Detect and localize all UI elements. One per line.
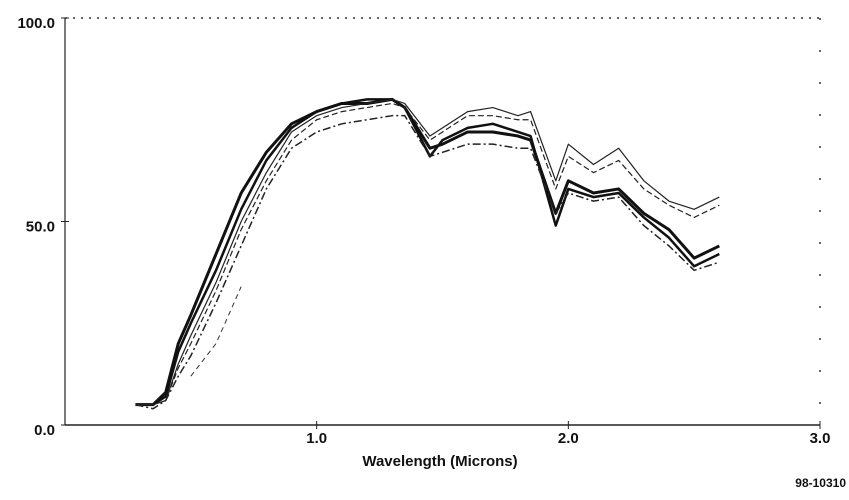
x-tick-label: 3.0 — [810, 430, 831, 447]
y-tick-label: 50.0 — [26, 218, 55, 235]
series-line — [135, 97, 720, 407]
x-axis-label: Wavelength (Microns) — [362, 453, 517, 470]
x-tick-label: 2.0 — [558, 430, 579, 447]
x-tick-label: 1.0 — [306, 430, 327, 447]
series-line — [135, 114, 720, 410]
figure-id: 98-10310 — [795, 476, 846, 490]
y-tick-label: 100.0 — [17, 15, 55, 32]
series-line — [135, 102, 720, 406]
y-tick-label: 0.0 — [34, 422, 55, 439]
series-line — [190, 286, 242, 377]
series-line — [135, 98, 720, 406]
series-line — [135, 98, 720, 406]
